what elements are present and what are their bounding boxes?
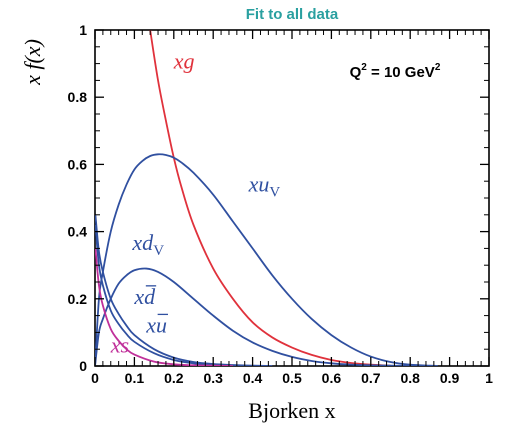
x-tick-label: 0.4 [243,370,263,386]
curve-label-base: xu [145,312,167,337]
curve-label-5: xs [110,333,129,358]
x-tick-label: 0.7 [361,370,381,386]
curve-label-3: xd [133,284,156,309]
curve-label-sub: V [269,184,280,200]
series-line-2 [95,267,419,366]
x-tick-label: 0.9 [440,370,460,386]
annotation-sup2: 2 [435,62,441,73]
x-tick-label: 0.6 [322,370,342,386]
series-line-5 [95,248,233,366]
x-tick-label: 0.2 [164,370,184,386]
chart-title: Fit to all data [246,6,339,23]
x-tick-label: 0.5 [282,370,302,386]
y-tick-label: 0 [79,358,87,374]
curve-label-4: xu [145,312,167,337]
y-tick-label: 0.8 [68,89,88,105]
y-tick-label: 0.2 [68,291,88,307]
series-line-0 [149,30,391,366]
series-line-1 [95,153,438,366]
curve-label-base: xu [248,171,270,196]
curve-label-2: xdV [131,230,164,259]
curve-label-base: xd [131,230,154,255]
annotation-base: Q [350,64,362,81]
x-tick-label: 0.8 [400,370,420,386]
annotation-mid: = 10 GeV [367,64,435,81]
x-tick-label: 0.3 [203,370,223,386]
curve-label-sub: V [153,243,164,259]
y-axis-label: x f(x) [20,39,45,86]
x-tick-label: 0 [91,370,99,386]
curve-label-base: xd [133,284,156,309]
y-tick-label: 0.4 [68,224,88,240]
curve-label-1: xuV [248,171,281,200]
x-tick-label: 0.1 [125,370,145,386]
curve-label-base: xg [173,49,195,74]
annotation-sup1: 2 [361,62,367,73]
curve-label-base: xs [110,333,129,358]
y-tick-label: 0.6 [68,156,88,172]
x-axis-label: Bjorken x [248,398,335,423]
curve-label-0: xg [173,49,195,74]
q2-annotation: Q2 = 10 GeV2 [350,62,441,81]
plot-area: 0 0.1 0.2 0.3 0.4 0.5 0.6 0.7 0.8 0.9 1 0 0.2 0.4 0.6 0… [68,22,494,386]
y-tick-label: 1 [79,22,87,38]
x-tick-label: 1 [485,370,493,386]
ticks-layer: 0 0.1 0.2 0.3 0.4 0.5 0.6 0.7 0.8 0.9 1 0 0.2 0.4 0.6 0… [68,22,494,386]
